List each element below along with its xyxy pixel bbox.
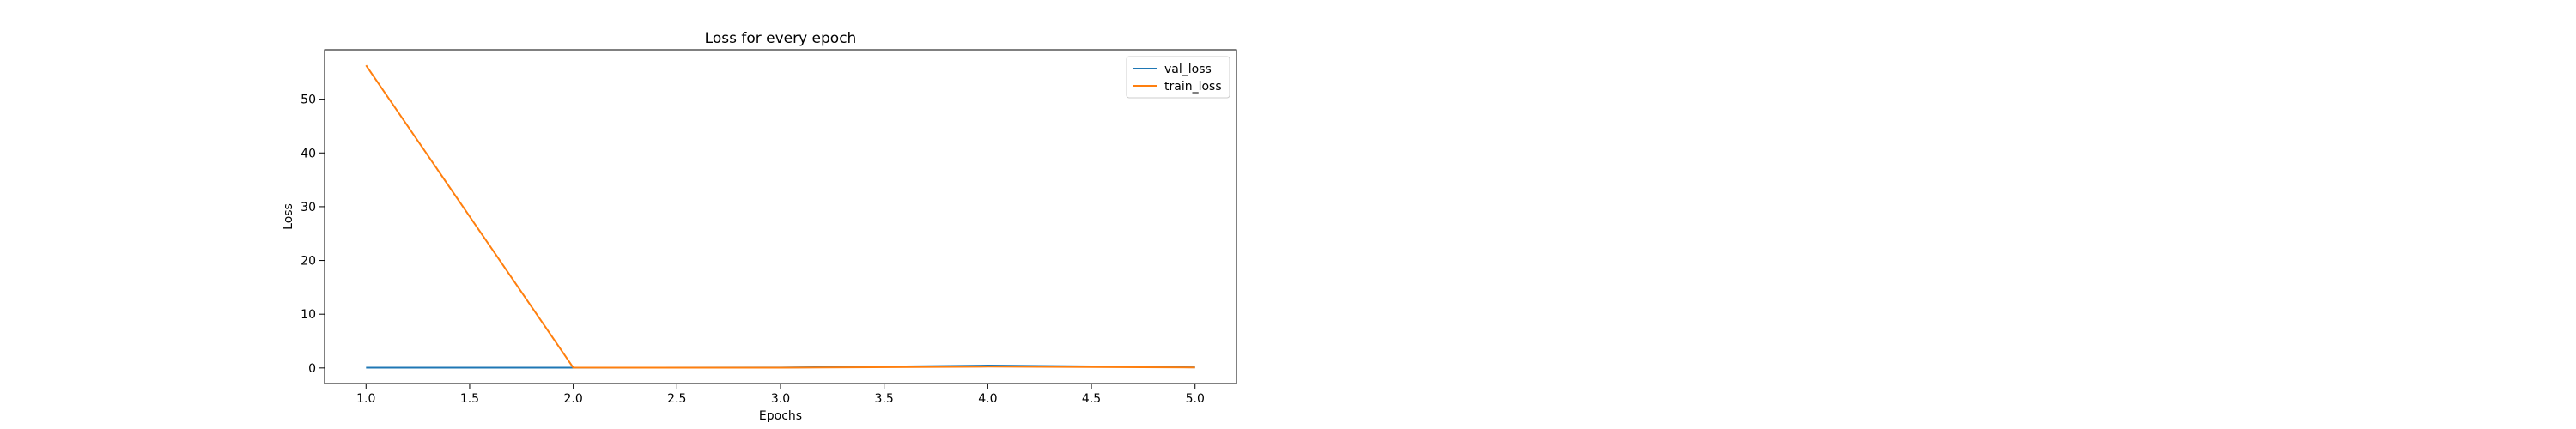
x-tick-label: 2.0 [564, 392, 583, 406]
y-tick-label: 30 [301, 201, 316, 214]
legend-label-val-loss: val_loss [1164, 63, 1212, 76]
y-tick-label: 20 [301, 255, 316, 269]
x-tick-label: 4.0 [978, 392, 997, 406]
y-tick-label: 50 [301, 94, 316, 107]
x-tick-label: 5.0 [1186, 392, 1205, 406]
y-tick-label: 10 [301, 308, 316, 322]
y-tick-label: 40 [301, 147, 316, 160]
x-tick-label: 1.0 [356, 392, 375, 406]
chart-title: Loss for every epoch [705, 30, 857, 47]
x-axis-ticks: 1.0 1.5 2.0 2.5 3.0 3.5 4.0 4.5 5.0 [356, 384, 1205, 406]
y-tick-label: 0 [308, 362, 316, 376]
x-axis-label: Epochs [759, 409, 802, 423]
legend-label-train-loss: train_loss [1164, 80, 1222, 94]
y-axis-ticks: 0 10 20 30 40 50 [301, 94, 325, 376]
legend: val_loss train_loss [1126, 56, 1230, 99]
x-tick-label: 3.5 [875, 392, 894, 406]
x-tick-label: 2.5 [667, 392, 686, 406]
y-axis-label: Loss [282, 203, 295, 230]
series-line-train-loss [365, 64, 1195, 369]
x-tick-label: 1.5 [460, 392, 479, 406]
legend-box [1126, 56, 1230, 99]
x-tick-label: 3.0 [771, 392, 790, 406]
x-tick-label: 4.5 [1082, 392, 1101, 406]
series-lines [365, 64, 1195, 369]
